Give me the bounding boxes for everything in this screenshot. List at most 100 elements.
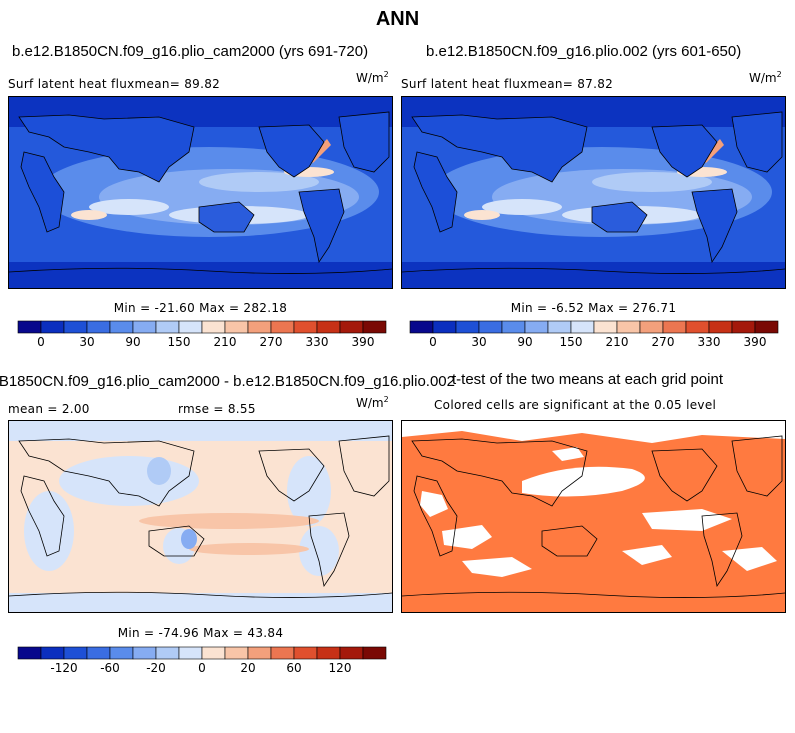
panel3-colorbar — [17, 646, 387, 660]
colorbar-swatch — [362, 320, 387, 334]
panel2-colorbar-labels: 0 30 90 150 210 270 330 390 — [410, 335, 778, 351]
colorbar-swatch — [293, 320, 318, 334]
colorbar-tick-label: 270 — [259, 335, 283, 349]
colorbar-tick-label: -120 — [50, 661, 78, 675]
colorbar-swatch — [593, 320, 618, 334]
panel3-title: b.e12.B1850CN.f09_g16.plio_cam2000 - b.e… — [0, 373, 455, 390]
colorbar-tick-label: 0 — [37, 335, 45, 349]
panel3-minmax: Min = -74.96 Max = 43.84 — [117, 626, 284, 640]
colorbar-swatch — [155, 646, 180, 660]
panel2-title: b.e12.B1850CN.f09_g16.plio.002 (yrs 601-… — [426, 43, 742, 60]
panel1-map-field — [9, 97, 392, 288]
colorbar-swatch — [639, 320, 664, 334]
colorbar-tick-label: 210 — [605, 335, 629, 349]
panel1-colorbar-labels: 0 30 90 150 210 270 330 390 — [18, 335, 386, 351]
colorbar-swatch — [662, 320, 687, 334]
colorbar-swatch — [432, 320, 457, 334]
colorbar-swatch — [17, 320, 42, 334]
colorbar-swatch — [293, 646, 318, 660]
colorbar-swatch — [708, 320, 733, 334]
colorbar-tick-label: 30 — [471, 335, 487, 349]
colorbar-swatch — [63, 646, 88, 660]
colorbar-swatch — [40, 646, 65, 660]
colorbar-swatch — [547, 320, 572, 334]
colorbar-tick-label: -60 — [100, 661, 120, 675]
colorbar-swatch — [754, 320, 779, 334]
colorbar-swatch — [17, 646, 42, 660]
colorbar-tick-label: 330 — [305, 335, 329, 349]
colorbar-swatch — [501, 320, 526, 334]
panel1-minmax: Min = -21.60 Max = 282.18 — [113, 301, 288, 315]
colorbar-swatch — [478, 320, 503, 334]
colorbar-swatch — [40, 320, 65, 334]
colorbar-swatch — [132, 320, 157, 334]
panel2-subtitle: Surf latent heat fluxmean= 87.82 — [401, 77, 614, 91]
panel4-title: t-test of the two means at each grid poi… — [452, 371, 723, 388]
colorbar-tick-label: -20 — [146, 661, 166, 675]
colorbar-tick-label: 90 — [125, 335, 141, 349]
colorbar-swatch — [109, 646, 134, 660]
colorbar-swatch — [685, 320, 710, 334]
colorbar-swatch — [86, 646, 111, 660]
colorbar-swatch — [270, 320, 295, 334]
panel3-units: W/m2 — [356, 395, 389, 410]
colorbar-swatch — [224, 320, 249, 334]
panel3-map — [8, 420, 393, 613]
colorbar-swatch — [570, 320, 595, 334]
panel3-title-clip: b.e12.B1850CN.f09_g16.plio_cam2000 - b.e… — [0, 371, 455, 391]
panel2-units: W/m2 — [749, 70, 782, 85]
panel1-subtitle: Surf latent heat fluxmean= 89.82 — [8, 77, 221, 91]
colorbar-swatch — [339, 646, 364, 660]
colorbar-swatch — [316, 320, 341, 334]
colorbar-tick-label: 210 — [213, 335, 237, 349]
colorbar-tick-label: 390 — [351, 335, 375, 349]
panel1-units: W/m2 — [356, 70, 389, 85]
colorbar-tick-label: 120 — [328, 661, 352, 675]
colorbar-swatch — [362, 646, 387, 660]
panel2-map — [401, 96, 786, 289]
colorbar-swatch — [155, 320, 180, 334]
colorbar-swatch — [201, 320, 226, 334]
colorbar-swatch — [178, 320, 203, 334]
colorbar-swatch — [201, 646, 226, 660]
colorbar-swatch — [247, 320, 272, 334]
colorbar-tick-label: 90 — [517, 335, 533, 349]
colorbar-swatch — [178, 646, 203, 660]
colorbar-swatch — [316, 646, 341, 660]
panel2-colorbar — [409, 320, 779, 334]
panel3-mean: mean = 2.00 — [8, 402, 90, 416]
colorbar-tick-label: 330 — [697, 335, 721, 349]
colorbar-swatch — [247, 646, 272, 660]
colorbar-tick-label: 0 — [429, 335, 437, 349]
colorbar-tick-label: 390 — [743, 335, 767, 349]
colorbar-swatch — [339, 320, 364, 334]
colorbar-swatch — [455, 320, 480, 334]
colorbar-swatch — [224, 646, 249, 660]
colorbar-tick-label: 60 — [286, 661, 302, 675]
colorbar-swatch — [731, 320, 756, 334]
colorbar-swatch — [86, 320, 111, 334]
panel3-colorbar-labels: -120 -60 -20 0 20 60 120 — [18, 661, 386, 677]
panel3-rmse: rmse = 8.55 — [178, 402, 256, 416]
colorbar-swatch — [524, 320, 549, 334]
panel1-colorbar — [17, 320, 387, 334]
colorbar-tick-label: 30 — [79, 335, 95, 349]
colorbar-tick-label: 0 — [198, 661, 206, 675]
panel4-map-field — [402, 421, 785, 612]
colorbar-tick-label: 150 — [559, 335, 583, 349]
colorbar-swatch — [270, 646, 295, 660]
panel4-map — [401, 420, 786, 613]
panel4-subtitle: Colored cells are significant at the 0.0… — [434, 398, 717, 412]
colorbar-tick-label: 150 — [167, 335, 191, 349]
figure-title: ANN — [375, 8, 420, 30]
colorbar-swatch — [63, 320, 88, 334]
colorbar-swatch — [132, 646, 157, 660]
panel1-map — [8, 96, 393, 289]
colorbar-tick-label: 270 — [651, 335, 675, 349]
panel2-map-field — [402, 97, 785, 288]
colorbar-swatch — [109, 320, 134, 334]
panel3-map-field — [9, 421, 392, 612]
colorbar-swatch — [616, 320, 641, 334]
colorbar-tick-label: 20 — [240, 661, 256, 675]
colorbar-swatch — [409, 320, 434, 334]
